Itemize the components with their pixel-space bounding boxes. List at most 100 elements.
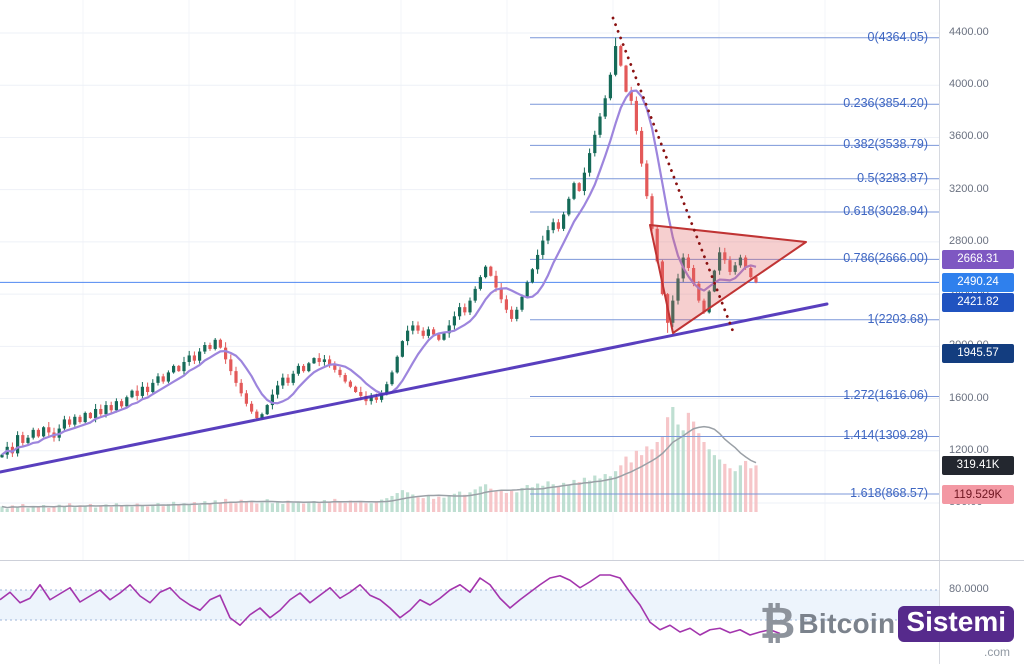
volume-bar bbox=[78, 505, 82, 512]
volume-bar bbox=[166, 503, 170, 512]
candle-body bbox=[255, 411, 259, 419]
candle-body bbox=[187, 355, 191, 362]
volume-bar bbox=[47, 507, 51, 512]
trend-line[interactable] bbox=[0, 302, 829, 474]
volume-bar bbox=[125, 505, 129, 512]
volume-bar bbox=[676, 424, 680, 512]
volume-bar bbox=[130, 506, 134, 512]
volume-bar bbox=[140, 505, 144, 512]
panel-separator[interactable] bbox=[0, 560, 1024, 561]
candle-body bbox=[546, 230, 550, 241]
pennant-triangle[interactable] bbox=[649, 224, 807, 334]
volume-bar bbox=[530, 487, 534, 512]
volume-bar bbox=[603, 474, 607, 512]
candle-body bbox=[478, 277, 482, 289]
volume-bar bbox=[281, 503, 285, 512]
candle-body bbox=[374, 397, 378, 400]
price-axis-label: 1600.00 bbox=[949, 391, 989, 404]
candle-body bbox=[723, 252, 727, 261]
candle-body bbox=[525, 282, 529, 297]
volume-bar bbox=[442, 497, 446, 512]
bitcoin-icon: ₿ bbox=[759, 599, 796, 649]
candle-body bbox=[447, 325, 451, 334]
candle-body bbox=[218, 339, 222, 348]
candle-body bbox=[520, 296, 524, 310]
volume-bar bbox=[468, 492, 472, 512]
volume-bar bbox=[229, 501, 233, 512]
volume-bar bbox=[343, 502, 347, 512]
candle-body bbox=[541, 240, 545, 255]
candle-body bbox=[47, 427, 51, 433]
volume-bar bbox=[588, 480, 592, 512]
candle-body bbox=[692, 267, 696, 284]
volume-bar bbox=[712, 455, 716, 512]
price-axis[interactable]: 80.0000 4400.00 4000.00 3600.00 3200.00 2800… bbox=[939, 0, 1024, 664]
volume-bar bbox=[276, 501, 280, 512]
candle-body bbox=[629, 91, 633, 101]
watermark-brand-prefix: Bitcoin bbox=[798, 608, 896, 640]
candle-body bbox=[603, 98, 607, 117]
candle-body bbox=[208, 345, 212, 349]
candle-body bbox=[21, 435, 25, 443]
volume-bar bbox=[182, 503, 186, 512]
volume-bar bbox=[16, 507, 20, 512]
candle-body bbox=[322, 359, 326, 362]
volume-bar bbox=[619, 465, 623, 512]
candle-body bbox=[36, 429, 40, 437]
candle-body bbox=[380, 393, 384, 400]
candle-body bbox=[588, 153, 592, 173]
price-badge: 2421.82 bbox=[942, 292, 1014, 312]
volume-bar bbox=[754, 465, 758, 512]
candle-body bbox=[114, 401, 118, 411]
candle-body bbox=[68, 419, 72, 425]
volume-bar bbox=[380, 499, 384, 512]
volume-bar bbox=[224, 498, 228, 512]
candle-body bbox=[73, 416, 77, 425]
price-axis-label: 1200.00 bbox=[949, 443, 989, 456]
candle-body bbox=[442, 333, 446, 340]
candle-body bbox=[463, 307, 467, 313]
volume-bar bbox=[0, 506, 4, 512]
candle-body bbox=[733, 265, 737, 272]
volume-bar bbox=[546, 481, 550, 512]
candle-body bbox=[556, 222, 560, 229]
volume-bar bbox=[614, 471, 618, 512]
volume-bar bbox=[733, 471, 737, 512]
volume-bar bbox=[322, 500, 326, 512]
volume-bar bbox=[57, 504, 61, 512]
candle-body bbox=[172, 365, 176, 373]
volume-bar bbox=[541, 485, 545, 512]
volume-bar bbox=[702, 442, 706, 512]
breakdown-dotted-line[interactable] bbox=[611, 16, 736, 336]
volume-bar bbox=[286, 500, 290, 512]
volume-bar bbox=[686, 412, 690, 512]
volume-bar bbox=[317, 503, 321, 512]
candle-body bbox=[499, 287, 503, 300]
candle-body bbox=[619, 46, 623, 66]
volume-bar bbox=[52, 506, 56, 512]
volume-bar bbox=[213, 500, 217, 512]
candle-body bbox=[421, 330, 425, 336]
volume-bar bbox=[208, 503, 212, 512]
candle-body bbox=[203, 345, 207, 352]
volume-bar bbox=[629, 462, 633, 512]
volume-badge: 319.41K bbox=[942, 455, 1014, 475]
candle-body bbox=[260, 414, 264, 419]
candle-body bbox=[624, 65, 628, 92]
candle-body bbox=[515, 309, 519, 319]
candle-body bbox=[307, 363, 311, 372]
watermark-tld: .com bbox=[983, 645, 1010, 659]
volume-bar bbox=[723, 463, 727, 512]
volume-bar bbox=[68, 503, 72, 512]
candle-body bbox=[712, 270, 716, 292]
candle-body bbox=[244, 393, 248, 404]
volume-bar bbox=[395, 493, 399, 512]
candle-body bbox=[343, 375, 347, 382]
volume-bar bbox=[369, 503, 373, 512]
volume-bar bbox=[655, 442, 659, 512]
volume-bar bbox=[239, 499, 243, 512]
candle-body bbox=[234, 371, 238, 383]
candle-body bbox=[593, 134, 597, 154]
volume-bar bbox=[250, 500, 254, 512]
